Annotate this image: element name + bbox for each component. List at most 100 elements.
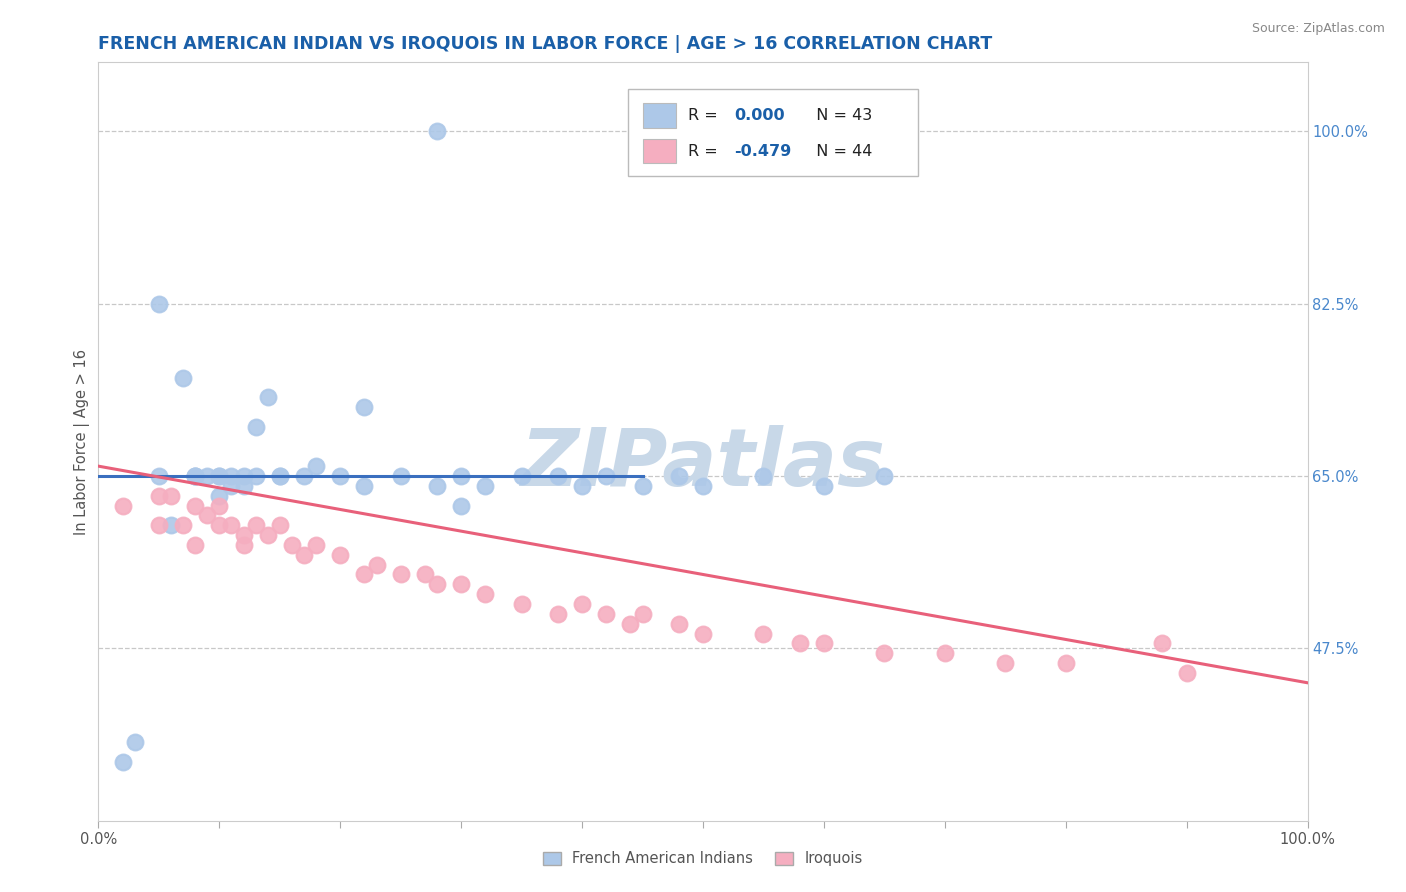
- Text: -0.479: -0.479: [734, 144, 792, 159]
- Point: [232, 528, 254, 542]
- Point: [256, 528, 278, 542]
- Text: Source: ZipAtlas.com: Source: ZipAtlas.com: [1251, 22, 1385, 36]
- Point: [813, 636, 835, 650]
- Point: [1054, 656, 1077, 670]
- Point: [668, 469, 690, 483]
- Point: [208, 489, 231, 503]
- Point: [571, 479, 593, 493]
- Point: [148, 469, 170, 483]
- Point: [232, 538, 254, 552]
- Point: [873, 469, 896, 483]
- Point: [184, 469, 207, 483]
- Point: [329, 469, 352, 483]
- Point: [450, 469, 472, 483]
- Polygon shape: [628, 89, 918, 177]
- Point: [353, 567, 375, 582]
- Point: [208, 469, 231, 483]
- Point: [195, 508, 218, 523]
- Point: [547, 607, 569, 621]
- Point: [148, 296, 170, 310]
- Point: [269, 469, 291, 483]
- Bar: [643, 103, 676, 128]
- Point: [353, 400, 375, 414]
- Point: [232, 469, 254, 483]
- Point: [305, 538, 328, 552]
- Point: [221, 518, 243, 533]
- Point: [269, 518, 291, 533]
- Point: [631, 479, 654, 493]
- Point: [172, 370, 194, 384]
- Point: [595, 469, 617, 483]
- Point: [450, 577, 472, 591]
- Point: [111, 755, 134, 769]
- Text: R =: R =: [689, 108, 723, 123]
- Point: [329, 548, 352, 562]
- Text: ZIPatlas: ZIPatlas: [520, 425, 886, 503]
- Point: [353, 479, 375, 493]
- Point: [813, 479, 835, 493]
- Text: R =: R =: [689, 144, 723, 159]
- Point: [221, 479, 243, 493]
- Point: [389, 567, 412, 582]
- Point: [413, 567, 436, 582]
- Point: [195, 469, 218, 483]
- Point: [208, 518, 231, 533]
- Point: [148, 518, 170, 533]
- Text: 0.000: 0.000: [734, 108, 785, 123]
- Point: [389, 469, 412, 483]
- Point: [184, 499, 207, 513]
- Point: [208, 499, 231, 513]
- Point: [426, 124, 449, 138]
- Bar: [643, 139, 676, 163]
- Point: [245, 469, 267, 483]
- Point: [595, 607, 617, 621]
- Point: [184, 538, 207, 552]
- Point: [256, 390, 278, 404]
- Text: FRENCH AMERICAN INDIAN VS IROQUOIS IN LABOR FORCE | AGE > 16 CORRELATION CHART: FRENCH AMERICAN INDIAN VS IROQUOIS IN LA…: [98, 35, 993, 53]
- Point: [232, 479, 254, 493]
- Point: [148, 489, 170, 503]
- Text: N = 44: N = 44: [806, 144, 872, 159]
- Point: [474, 479, 496, 493]
- Point: [873, 646, 896, 660]
- Point: [111, 499, 134, 513]
- Legend: French American Indians, Iroquois: French American Indians, Iroquois: [543, 852, 863, 866]
- Point: [752, 626, 775, 640]
- Text: N = 43: N = 43: [806, 108, 872, 123]
- Point: [1152, 636, 1174, 650]
- Point: [160, 489, 183, 503]
- Point: [160, 518, 183, 533]
- Point: [571, 597, 593, 611]
- Point: [426, 577, 449, 591]
- Point: [789, 636, 811, 650]
- Point: [184, 469, 207, 483]
- Point: [631, 607, 654, 621]
- Point: [692, 626, 714, 640]
- Point: [269, 469, 291, 483]
- Point: [426, 479, 449, 493]
- Point: [692, 479, 714, 493]
- Point: [619, 616, 641, 631]
- Point: [752, 469, 775, 483]
- Point: [281, 538, 304, 552]
- Point: [172, 518, 194, 533]
- Point: [292, 548, 315, 562]
- Point: [184, 469, 207, 483]
- Point: [221, 469, 243, 483]
- Point: [1175, 665, 1198, 680]
- Point: [474, 587, 496, 601]
- Y-axis label: In Labor Force | Age > 16: In Labor Force | Age > 16: [75, 349, 90, 534]
- Point: [510, 597, 533, 611]
- Point: [510, 469, 533, 483]
- Point: [245, 518, 267, 533]
- Point: [124, 735, 146, 749]
- Point: [305, 459, 328, 474]
- Point: [366, 558, 388, 572]
- Point: [450, 499, 472, 513]
- Point: [245, 419, 267, 434]
- Point: [668, 616, 690, 631]
- Point: [934, 646, 956, 660]
- Point: [994, 656, 1017, 670]
- Point: [547, 469, 569, 483]
- Point: [292, 469, 315, 483]
